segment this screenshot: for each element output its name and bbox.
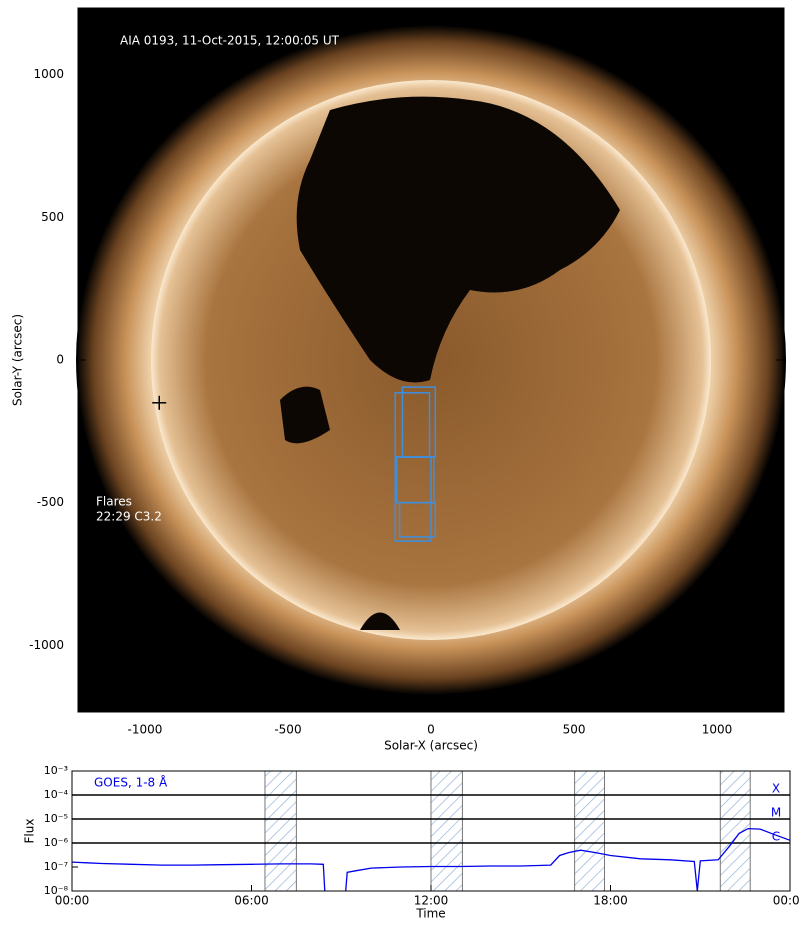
x-tick-label: 00:00 bbox=[773, 894, 799, 908]
x-tick-label: 00:00 bbox=[55, 894, 90, 908]
y-tick-label: 10⁻³ bbox=[44, 764, 68, 777]
y-axis-label: Flux bbox=[23, 819, 37, 844]
data-gap bbox=[574, 770, 606, 892]
data-gap bbox=[719, 770, 751, 892]
flare-marker bbox=[152, 395, 167, 410]
y-tick-label: 0 bbox=[56, 353, 64, 367]
flux-line bbox=[72, 827, 790, 891]
annotation: 22:29 C3.2 bbox=[96, 510, 162, 524]
y-tick-label: 1000 bbox=[33, 67, 64, 81]
y-tick-label: 10⁻⁸ bbox=[44, 884, 69, 897]
annotation: Flares bbox=[96, 495, 132, 509]
y-axis-label: Solar-Y (arcsec) bbox=[11, 314, 25, 406]
x-axis-label: Time bbox=[415, 907, 445, 921]
x-tick-label: 18:00 bbox=[593, 894, 628, 908]
roi-box bbox=[394, 456, 432, 542]
title: AIA 0193, 11-Oct-2015, 12:00:05 UT bbox=[120, 34, 340, 48]
y-tick-label: -1000 bbox=[29, 638, 64, 652]
y-tick-label: 10⁻⁷ bbox=[44, 860, 68, 873]
roi-box bbox=[398, 501, 437, 538]
coronal-hole bbox=[296, 96, 620, 383]
y-tick-label: 10⁻⁶ bbox=[44, 836, 69, 849]
x-tick-label: 0 bbox=[427, 723, 435, 737]
y-tick-label: 10⁻⁵ bbox=[44, 812, 68, 825]
x-axis-label: Solar-X (arcsec) bbox=[384, 739, 478, 753]
x-tick-label: 06:00 bbox=[234, 894, 269, 908]
coronal-hole bbox=[360, 612, 400, 630]
y-tick-label: 500 bbox=[41, 210, 64, 224]
coronal-hole bbox=[280, 386, 330, 444]
x-tick-label: 12:00 bbox=[414, 894, 449, 908]
x-tick-label: 500 bbox=[563, 723, 586, 737]
x-tick-label: 1000 bbox=[702, 723, 733, 737]
class-label: X bbox=[772, 782, 780, 796]
x-tick-label: -1000 bbox=[128, 723, 163, 737]
legend-label: GOES, 1-8 Å bbox=[94, 775, 168, 790]
data-gap bbox=[264, 770, 297, 892]
y-tick-label: -500 bbox=[37, 495, 64, 509]
class-label: C bbox=[772, 830, 780, 844]
y-tick-label: 10⁻⁴ bbox=[44, 788, 69, 801]
x-tick-label: -500 bbox=[274, 723, 301, 737]
data-gap bbox=[430, 770, 463, 892]
class-label: M bbox=[771, 806, 781, 820]
